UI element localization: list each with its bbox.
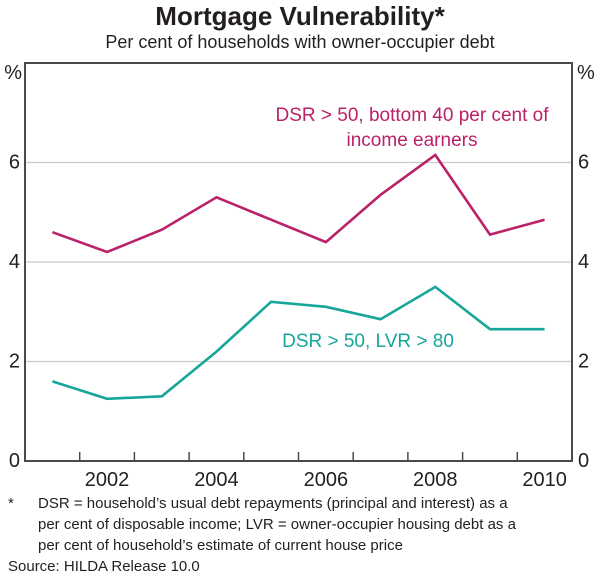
y-axis-label-right: 4 — [578, 251, 589, 273]
chart-subtitle: Per cent of households with owner-occupi… — [105, 32, 495, 52]
y-unit-label-right: % — [577, 62, 595, 84]
y-axis-label-left: 4 — [9, 251, 20, 273]
footnote-line: per cent of household’s estimate of curr… — [38, 537, 403, 554]
series-label-dsr50-bottom40: DSR > 50, bottom 40 per cent of income e… — [262, 103, 562, 153]
x-axis-label-2002: 2002 — [85, 469, 130, 491]
footnote-marker: * — [8, 495, 14, 512]
y-axis-label-right: 0 — [578, 450, 589, 472]
footnote-line: per cent of disposable income; LVR = own… — [38, 516, 516, 533]
series-line-1 — [52, 285, 545, 401]
y-axis-label-left: 6 — [9, 152, 20, 174]
x-axis-label-2006: 2006 — [304, 469, 349, 491]
series-label-line: DSR > 50, bottom 40 per cent of — [275, 105, 549, 126]
x-axis-label-2008: 2008 — [413, 469, 458, 491]
y-axis-label-left: 2 — [9, 351, 20, 373]
y-axis-label-left: 0 — [9, 450, 20, 472]
series-label-dsr50-lvr80: DSR > 50, LVR > 80 — [268, 329, 468, 354]
x-axis-label-2010: 2010 — [522, 469, 567, 491]
chart-title: Mortgage Vulnerability* — [155, 1, 445, 31]
y-axis-label-right: 6 — [578, 152, 589, 174]
series-label-line: income earners — [346, 130, 478, 151]
series-label-line: DSR > 50, LVR > 80 — [282, 331, 454, 352]
x-axis-label-2004: 2004 — [194, 469, 239, 491]
footnote-line: DSR = household’s usual debt repayments … — [38, 495, 508, 512]
y-unit-label-left: % — [4, 62, 22, 84]
y-axis-label-right: 2 — [578, 351, 589, 373]
series-line-0 — [51, 153, 545, 254]
footnote: * DSR = household’s usual debt repayment… — [8, 493, 592, 571]
plot-frame — [24, 62, 573, 462]
source-note: Source: HILDA Release 10.0 — [8, 558, 200, 571]
